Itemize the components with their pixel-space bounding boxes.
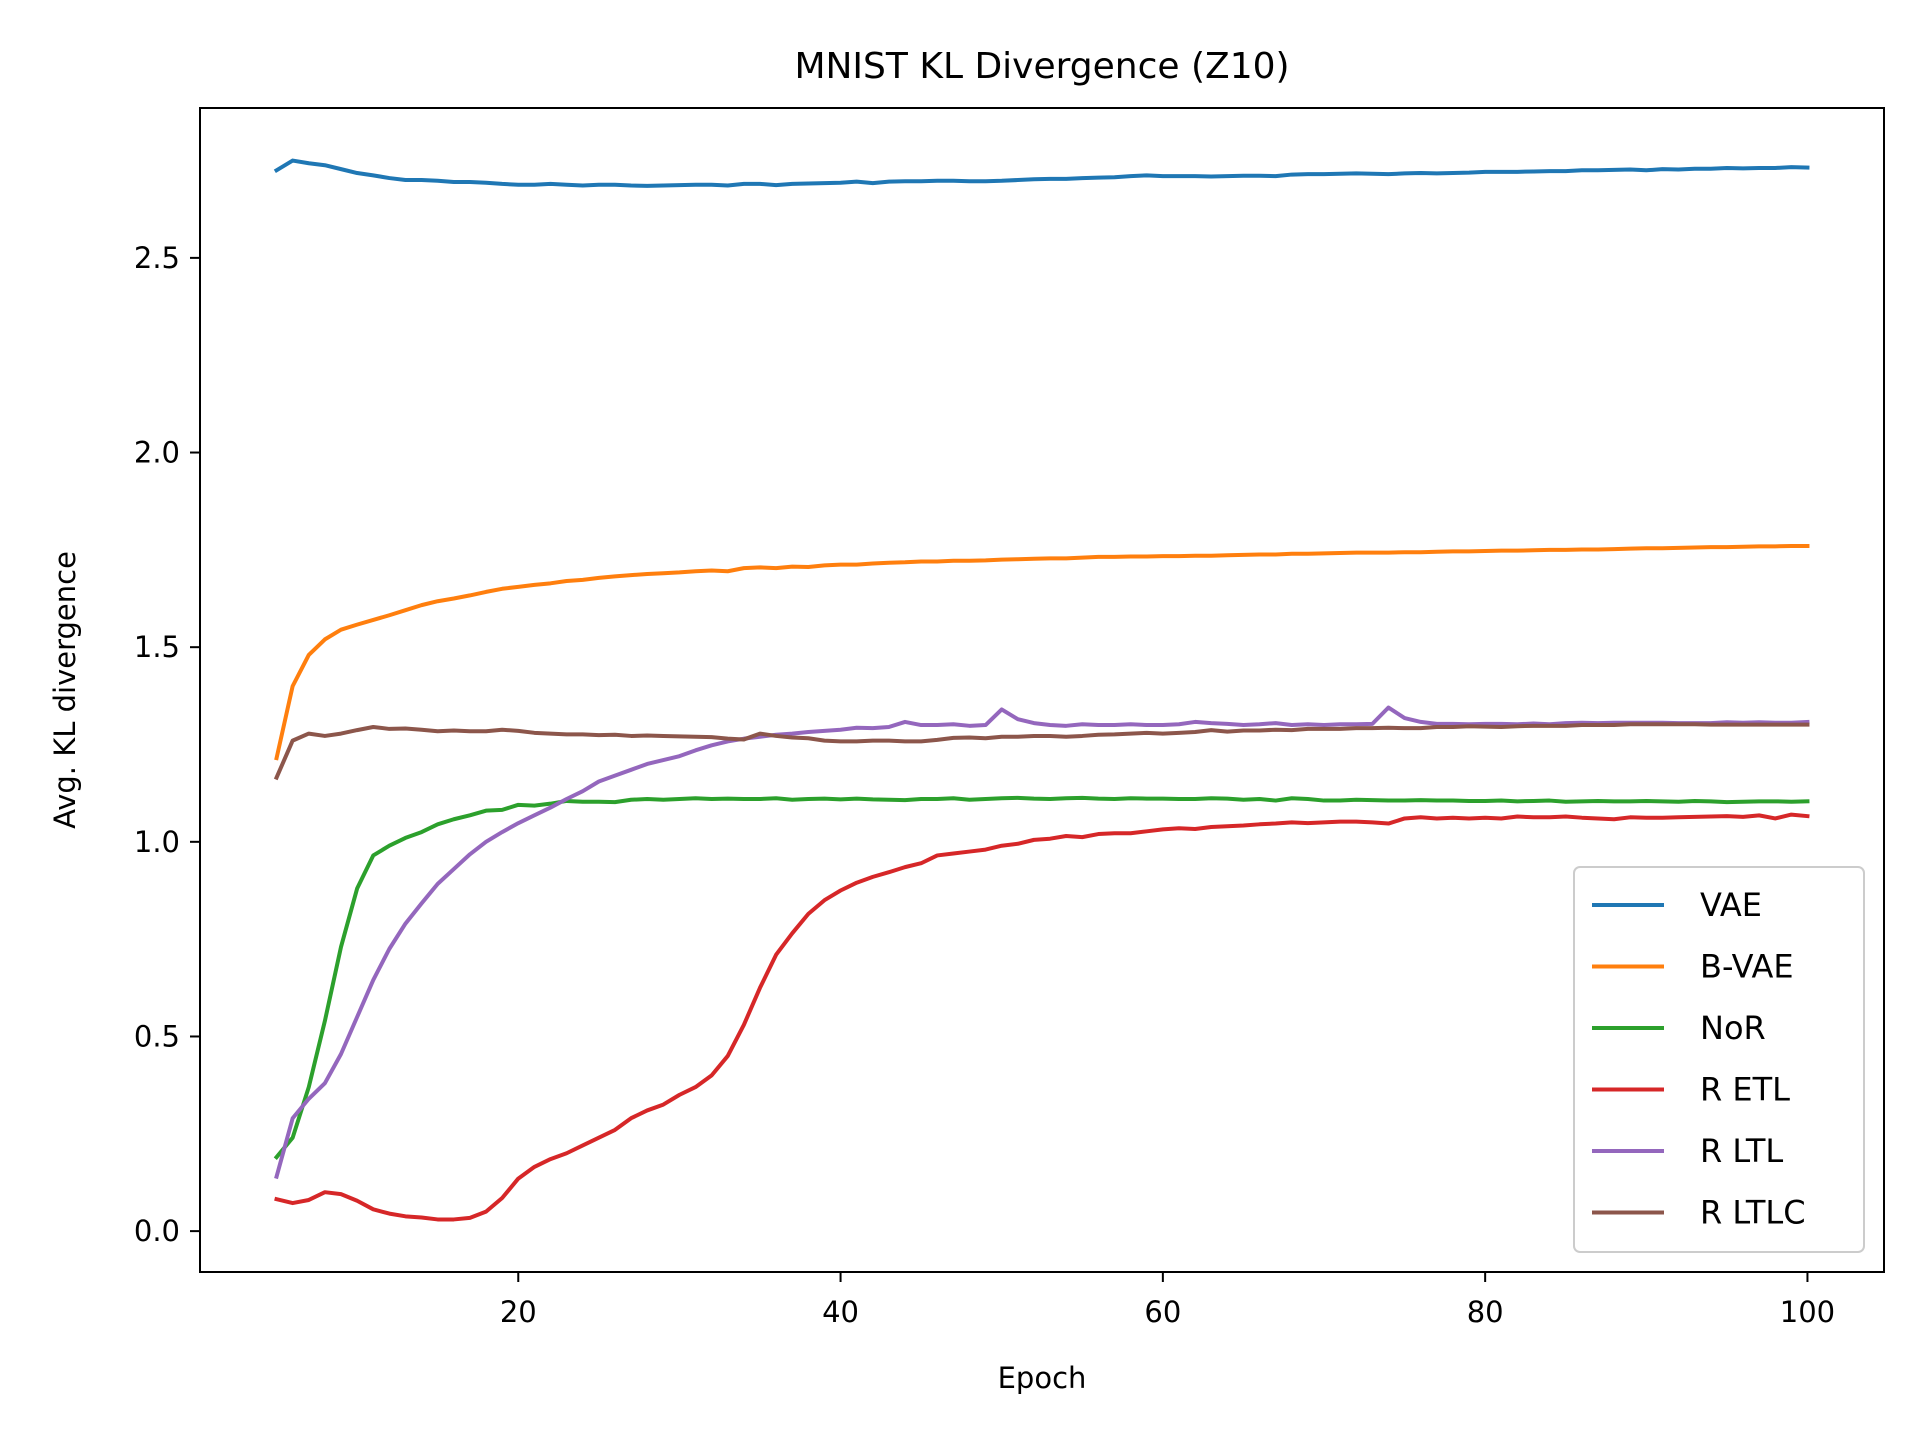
chart-title: MNIST KL Divergence (Z10) (794, 46, 1289, 87)
y-tick-label: 2.5 (134, 241, 180, 275)
x-tick-label: 20 (500, 1295, 537, 1329)
x-axis: 20 40 60 80 100 (500, 1272, 1835, 1329)
x-tick-label: 40 (822, 1295, 859, 1329)
series-layer (273, 158, 1810, 1222)
y-tick-label: 1.5 (134, 630, 180, 664)
series-line-vae (273, 158, 1810, 188)
plot-frame (199, 107, 1885, 1273)
x-axis-label: Epoch (998, 1361, 1087, 1395)
x-tick-label: 60 (1144, 1295, 1181, 1329)
legend-label: R LTLC (1700, 1194, 1806, 1232)
legend: VAE B-VAE NoR R ETL R LTL R LTLC (1573, 866, 1865, 1253)
x-tick-label: 100 (1780, 1295, 1835, 1329)
legend-label: R ETL (1700, 1071, 1790, 1109)
y-tick-label: 0.0 (134, 1214, 180, 1248)
y-tick-label: 1.0 (134, 825, 180, 859)
series-line-nor (273, 795, 1810, 1160)
legend-label: B-VAE (1700, 948, 1794, 986)
legend-label: R LTL (1700, 1132, 1783, 1170)
legend-box (1573, 866, 1865, 1253)
y-axis: 0.0 0.5 1.0 1.5 2.0 2.5 (134, 241, 200, 1248)
y-tick-label: 0.5 (134, 1019, 180, 1053)
legend-label: NoR (1700, 1009, 1766, 1047)
legend-label: VAE (1700, 886, 1762, 924)
series-line-r-etl (274, 812, 1810, 1222)
y-axis-label: Avg. KL divergence (48, 551, 82, 829)
series-line-b-vae (274, 543, 1810, 761)
x-tick-label: 80 (1467, 1295, 1504, 1329)
y-tick-label: 2.0 (134, 436, 180, 470)
series-line-r-ltlc (273, 722, 1810, 781)
